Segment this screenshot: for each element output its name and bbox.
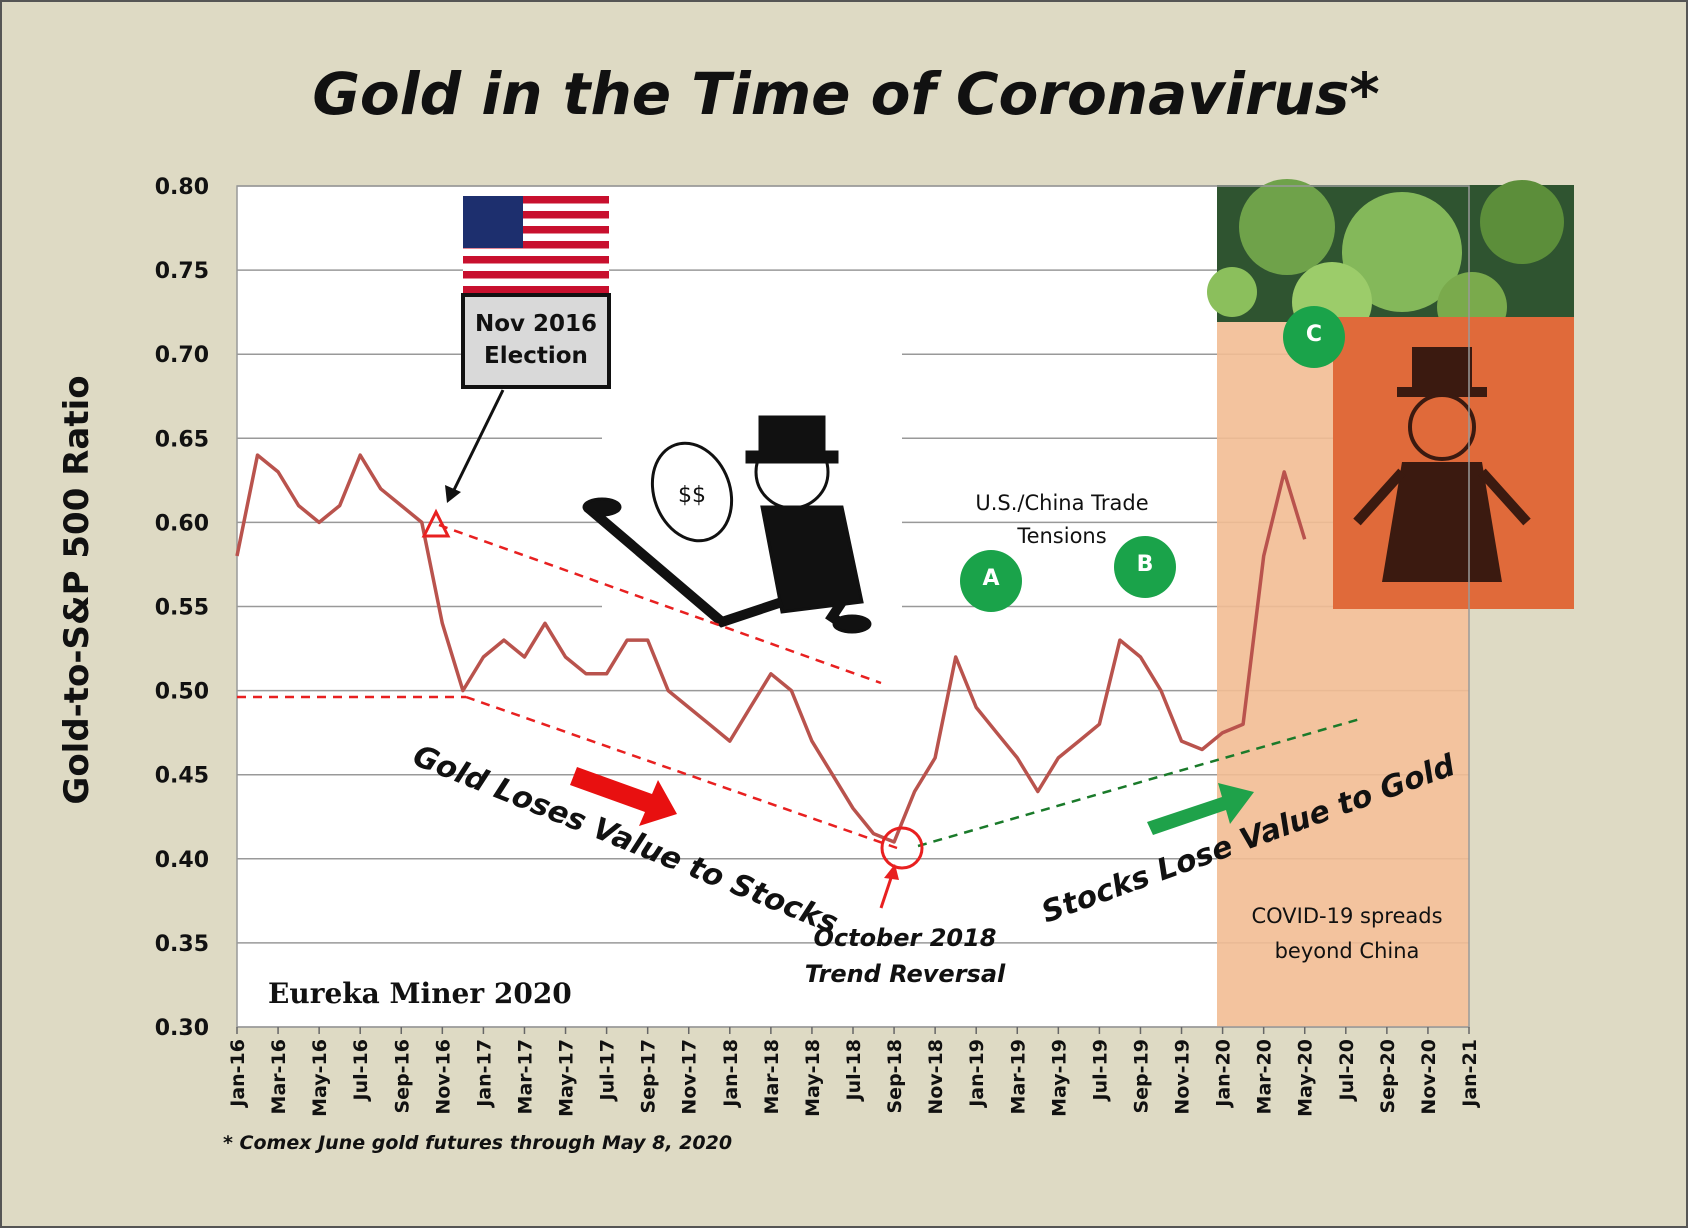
x-tick-label: May-18 (802, 1039, 824, 1117)
x-tick-label: Nov-18 (925, 1039, 947, 1115)
x-tick-label: Nov-17 (679, 1039, 701, 1115)
annotation: A (982, 566, 1000, 591)
x-tick-label: Jan-21 (1459, 1039, 1481, 1109)
data-line (235, 453, 1307, 844)
x-tick-label: Jan-18 (720, 1039, 742, 1109)
virus-image (1207, 179, 1574, 342)
election-box (461, 293, 611, 389)
x-tick-label: Jul-20 (1336, 1039, 1358, 1102)
x-tick-label: Jul-16 (350, 1039, 372, 1102)
x-tick-label: May-19 (1048, 1039, 1070, 1117)
y-tick-label: 0.30 (155, 1016, 209, 1041)
y-tick-label: 0.35 (155, 932, 209, 957)
x-tick-label: Mar-20 (1254, 1039, 1276, 1114)
election-marker (421, 508, 451, 538)
y-tick-label: 0.70 (155, 343, 209, 368)
x-tick-label: Jan-20 (1213, 1039, 1235, 1109)
credit: Eureka Miner 2020 (268, 977, 572, 1010)
x-tick-label: Jul-17 (597, 1039, 619, 1102)
x-tick-label: Nov-16 (432, 1039, 454, 1115)
y-tick-label: 0.45 (155, 764, 209, 789)
svg-text:$$: $$ (678, 483, 706, 508)
footnote: * Comex June gold futures through May 8,… (223, 1132, 733, 1154)
chart-title: Gold in the Time of Coronavirus* (312, 60, 1380, 128)
y-tick-label: 0.75 (155, 259, 209, 284)
red-block-arrow (570, 767, 677, 826)
y-tick-label: 0.40 (155, 848, 209, 873)
annotation: C (1305, 322, 1323, 347)
tycoon-running: $$ (582, 415, 872, 634)
green-block-arrow (1147, 783, 1254, 835)
x-tick-label: Mar-16 (268, 1039, 290, 1114)
x-tick-label: Jan-17 (473, 1039, 495, 1109)
annotation: B (1136, 552, 1154, 577)
x-tick-label: Jan-19 (966, 1039, 988, 1109)
y-tick-label: 0.80 (155, 175, 209, 200)
x-tick-label: Jul-19 (1089, 1039, 1111, 1102)
x-tick-label: May-17 (556, 1039, 578, 1117)
x-tick-label: Jul-18 (843, 1039, 865, 1102)
letter-circles (960, 306, 1345, 612)
reversal-marker (880, 826, 924, 870)
x-tick-label: Nov-20 (1418, 1039, 1440, 1115)
us-flag (463, 196, 609, 293)
reversal-arrowhead (884, 864, 899, 880)
x-tick-label: Mar-19 (1007, 1039, 1029, 1114)
trend-lines (237, 523, 1361, 850)
y-tick-label: 0.65 (155, 427, 209, 452)
x-tick-label: Sep-16 (391, 1039, 413, 1114)
x-tick-label: Sep-20 (1377, 1039, 1399, 1114)
x-tick-label: Sep-17 (638, 1039, 660, 1114)
x-tick-label: Nov-19 (1172, 1039, 1194, 1115)
annotation: October 2018 Trend Reversal (804, 924, 1006, 988)
tycoon-broke (1333, 317, 1574, 609)
x-tick-label: Mar-17 (514, 1039, 536, 1114)
x-tick-label: Jan-16 (227, 1039, 249, 1109)
x-tick-label: May-16 (309, 1039, 331, 1117)
election-arrowhead (445, 485, 461, 503)
election-arrow (450, 389, 505, 495)
x-tick-label: Mar-18 (761, 1039, 783, 1114)
y-axis-label: Gold-to-S&P 500 Ratio (57, 375, 97, 805)
y-tick-label: 0.55 (155, 596, 209, 621)
annotation: U.S./China Trade Tensions (975, 491, 1149, 548)
annotation: COVID-19 spreads beyond China (1251, 904, 1443, 963)
x-tick-label: May-20 (1295, 1039, 1317, 1117)
x-tick-label: Sep-18 (884, 1039, 906, 1114)
y-tick-label: 0.60 (155, 511, 209, 536)
annotation: Nov 2016 Election (474, 311, 598, 369)
x-tick-label: Sep-19 (1130, 1039, 1152, 1114)
y-tick-label: 0.50 (155, 680, 209, 705)
